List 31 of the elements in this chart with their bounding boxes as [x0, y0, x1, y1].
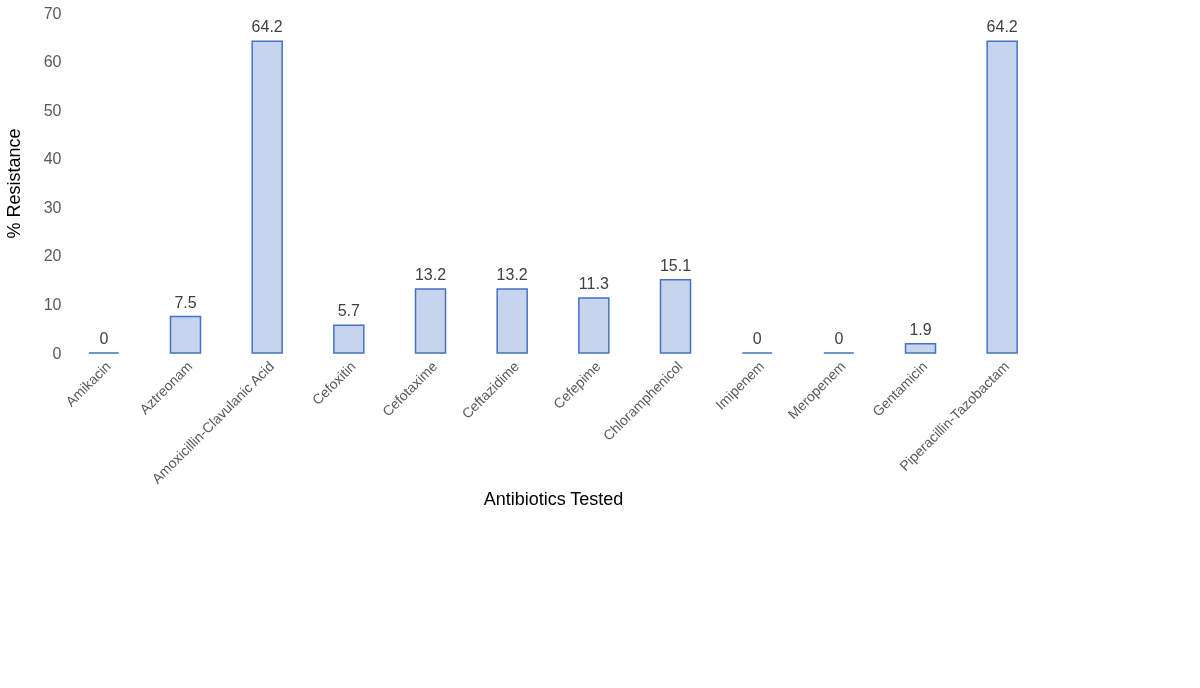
data-label: 13.2	[496, 265, 528, 283]
data-label: 64.2	[986, 18, 1018, 36]
bar	[496, 288, 528, 354]
y-tick-label: 20	[43, 247, 62, 265]
y-tick-label: 30	[43, 198, 62, 216]
bar	[659, 278, 692, 354]
bar	[986, 40, 1018, 354]
bar	[333, 324, 365, 354]
y-axis-title: % Resistance	[3, 128, 24, 239]
y-tick-label: 70	[43, 4, 62, 22]
y-tick-label: 10	[43, 295, 62, 313]
y-tick-label: 60	[43, 53, 62, 71]
bar	[251, 40, 283, 354]
data-label: 11.3	[578, 275, 609, 293]
bar	[414, 288, 447, 354]
data-label: 0	[752, 330, 762, 347]
data-label: 5.7	[337, 302, 361, 320]
y-tick-label: 0	[52, 344, 62, 362]
data-label: 64.2	[251, 18, 283, 36]
x-axis-title: Antibiotics Tested	[483, 489, 624, 510]
data-label: 15.1	[659, 256, 692, 274]
y-tick-label: 50	[43, 101, 62, 119]
bar	[904, 343, 937, 354]
bar	[578, 297, 610, 354]
data-label: 13.2	[414, 265, 447, 283]
data-label: 0	[834, 330, 844, 347]
y-tick-label: 40	[43, 150, 62, 168]
data-label: 1.9	[909, 320, 932, 338]
bar	[169, 315, 202, 354]
data-label: 7.5	[174, 293, 197, 311]
data-label: 0	[99, 330, 109, 347]
